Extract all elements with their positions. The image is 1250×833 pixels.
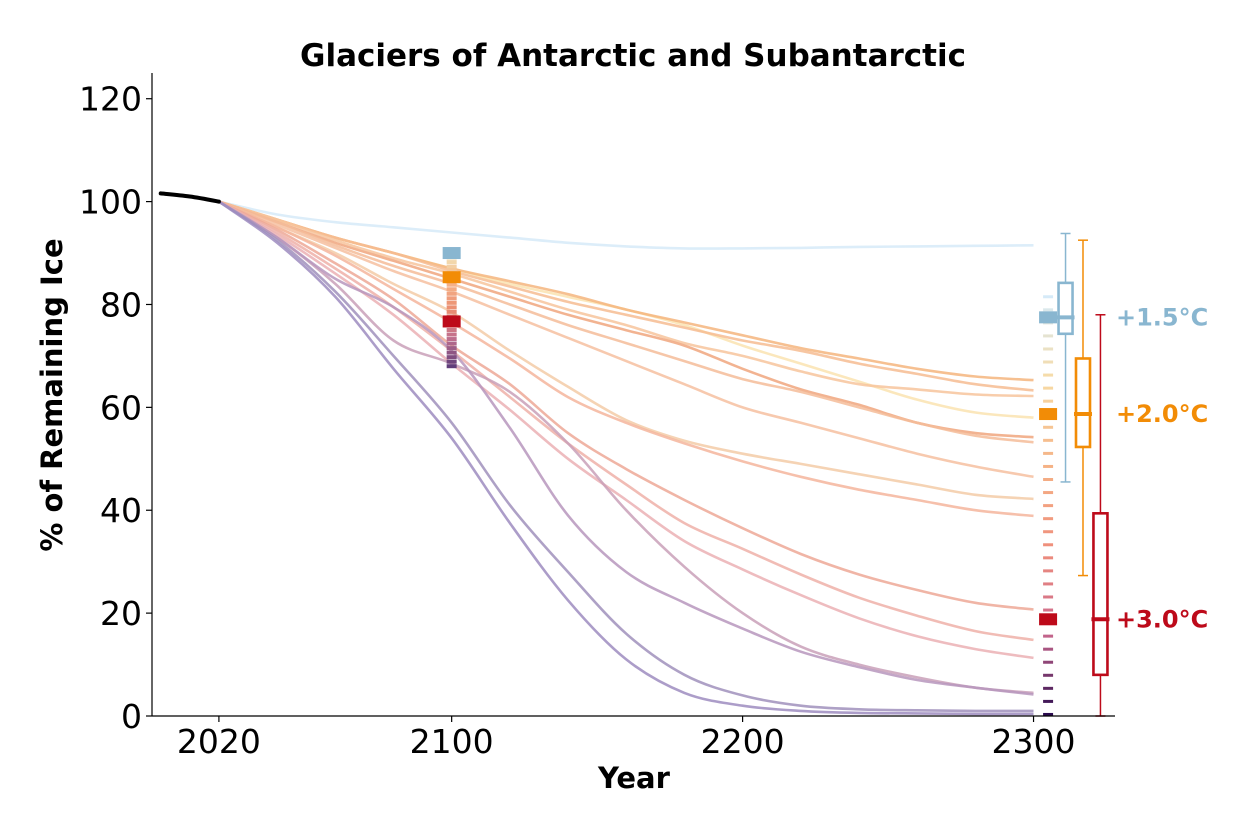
legend-entry: +2.0°C xyxy=(1116,400,1208,428)
series-line xyxy=(218,200,1034,439)
spread-tick xyxy=(1043,478,1054,482)
scenario-marker xyxy=(442,247,461,260)
series-line xyxy=(218,200,1034,696)
x-ticks: 2020 2100 2200 2300 xyxy=(177,716,1076,761)
chart-title: Glaciers of Antarctic and Subantarctic xyxy=(300,38,966,74)
spread-tick xyxy=(1043,634,1054,638)
scenario-marker xyxy=(1039,311,1058,324)
legend-entry: +1.5°C xyxy=(1116,303,1208,331)
marker-layer xyxy=(442,247,1058,716)
spread-tick xyxy=(446,309,457,314)
scenario-marker xyxy=(1039,613,1058,626)
scenario-marker xyxy=(1039,408,1058,421)
spread-tick xyxy=(1043,399,1054,403)
spread-tick xyxy=(1043,608,1054,612)
spread-tick xyxy=(446,260,457,265)
x-tick-label: 2020 xyxy=(177,722,261,761)
series-line xyxy=(218,200,1034,695)
spread-tick xyxy=(446,355,457,360)
x-tick-label: 2200 xyxy=(701,722,785,761)
spread-tick xyxy=(446,350,457,355)
spread-tick xyxy=(446,296,457,301)
spread-tick xyxy=(446,346,457,351)
historical-line xyxy=(158,191,221,204)
series-line xyxy=(218,200,1034,250)
spread-tick xyxy=(1043,491,1054,495)
spread-tick xyxy=(446,337,457,342)
spread-tick xyxy=(446,291,457,296)
y-ticks: 0 20 40 60 80 100 120 xyxy=(79,80,152,736)
series-line xyxy=(218,200,1034,479)
spread-tick xyxy=(1043,582,1054,586)
spread-tick xyxy=(446,341,457,346)
scenario-marker xyxy=(442,315,461,328)
y-tick-label: 60 xyxy=(100,388,142,427)
box-layer xyxy=(1056,232,1110,717)
spread-tick xyxy=(1043,699,1054,703)
spread-tick xyxy=(1043,386,1054,390)
y-tick-label: 40 xyxy=(100,491,142,530)
spread-tick xyxy=(446,287,457,292)
legend: +1.5°C +2.0°C +3.0°C xyxy=(1116,303,1208,633)
spread-tick xyxy=(446,332,457,337)
spread-tick xyxy=(446,269,457,274)
box-iqr xyxy=(1092,512,1109,677)
spread-tick xyxy=(446,359,457,364)
spread-tick xyxy=(1043,347,1054,351)
spread-tick xyxy=(1043,464,1054,468)
x-tick-label: 2300 xyxy=(992,722,1076,761)
series-line xyxy=(218,200,1034,518)
spread-tick xyxy=(1043,543,1054,547)
y-tick-label: 20 xyxy=(100,594,142,633)
spread-tick xyxy=(1043,373,1054,377)
series-line xyxy=(218,200,1034,392)
y-tick-label: 80 xyxy=(100,285,142,324)
series-line xyxy=(218,200,1034,713)
spread-tick xyxy=(1043,660,1054,664)
spread-tick xyxy=(1043,425,1054,429)
spread-tick xyxy=(1043,569,1054,573)
scenario-marker xyxy=(442,271,461,284)
series-line xyxy=(218,200,1034,398)
spread-tick xyxy=(1043,308,1054,312)
y-tick-label: 0 xyxy=(121,697,142,736)
spread-tick xyxy=(446,305,457,310)
y-tick-label: 100 xyxy=(79,183,142,222)
spread-tick xyxy=(1043,295,1054,299)
spread-tick xyxy=(1043,451,1054,455)
plot-area xyxy=(158,191,1110,717)
spread-tick xyxy=(1043,647,1054,651)
box-iqr xyxy=(1057,281,1074,336)
spread-tick xyxy=(1043,673,1054,677)
spread-tick xyxy=(1043,360,1054,364)
series-line xyxy=(218,200,1034,501)
y-axis-label: % of Remaining Ice xyxy=(35,238,69,551)
y-tick-label: 120 xyxy=(79,80,142,119)
series-line xyxy=(218,200,1034,444)
spread-tick xyxy=(446,364,457,369)
legend-entry: +3.0°C xyxy=(1116,605,1208,633)
spread-tick xyxy=(1043,517,1054,521)
spread-tick xyxy=(1043,686,1054,690)
spread-tick xyxy=(1043,595,1054,599)
series-line xyxy=(218,200,1034,611)
spread-tick xyxy=(1043,712,1054,716)
box-iqr xyxy=(1074,357,1092,449)
series-layer xyxy=(158,191,1034,716)
spread-tick xyxy=(1043,556,1054,560)
spread-tick xyxy=(1043,530,1054,534)
x-axis-label: Year xyxy=(597,761,671,795)
spread-tick xyxy=(446,264,457,269)
series-line xyxy=(218,200,1034,642)
spread-tick xyxy=(446,300,457,305)
series-line xyxy=(218,200,1034,716)
series-line xyxy=(218,200,1034,660)
spread-tick xyxy=(446,327,457,332)
spread-tick xyxy=(446,282,457,287)
spread-tick xyxy=(1043,438,1054,442)
x-tick-label: 2100 xyxy=(410,722,494,761)
spread-tick xyxy=(1043,334,1054,338)
spread-tick xyxy=(1043,504,1054,508)
